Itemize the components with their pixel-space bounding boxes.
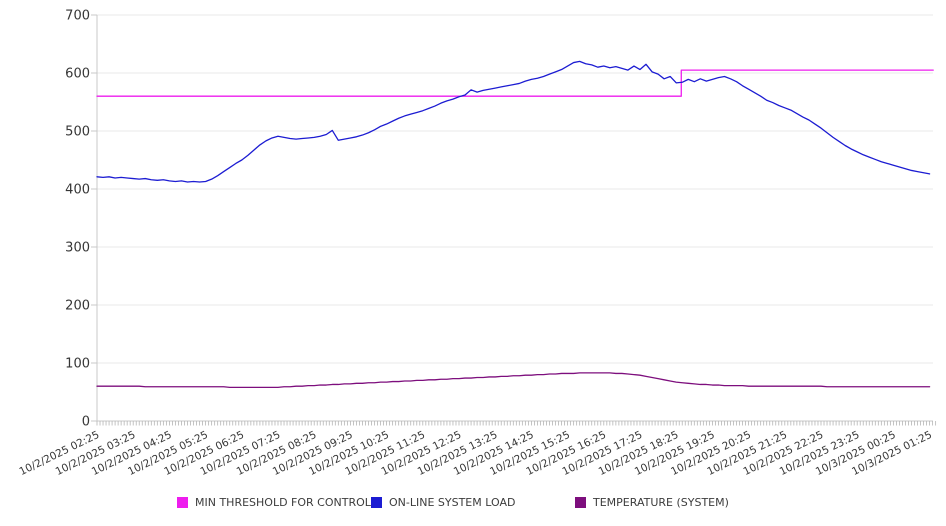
y-tick-label: 100 (65, 357, 90, 372)
legend-label-temperature-system: TEMPERATURE (SYSTEM) (593, 496, 729, 509)
series-line-0 (96, 69, 934, 97)
legend-label-online-system-load: ON-LINE SYSTEM LOAD (389, 496, 516, 509)
y-tick-label: 300 (65, 241, 90, 256)
series-line-1 (96, 60, 931, 183)
legend-swatch-temperature-system (575, 497, 586, 508)
y-tick-label: 200 (65, 299, 90, 314)
y-tick-label: 500 (65, 125, 90, 140)
legend-item-min-threshold[interactable]: MIN THRESHOLD FOR CONTROL (177, 496, 371, 509)
legend-item-temperature-system[interactable]: TEMPERATURE (SYSTEM) (575, 496, 729, 509)
y-tick-label: 600 (65, 67, 90, 82)
series-line-2 (96, 372, 931, 389)
legend-item-online-system-load[interactable]: ON-LINE SYSTEM LOAD (371, 496, 515, 509)
legend-swatch-min-threshold (177, 497, 188, 508)
y-tick-label: 700 (65, 9, 90, 24)
y-tick-label: 0 (82, 415, 90, 430)
legend-label-min-threshold: MIN THRESHOLD FOR CONTROL (195, 496, 371, 509)
y-tick-label: 400 (65, 183, 90, 198)
x-minor-ticks (96, 421, 937, 426)
legend-swatch-online-system-load (371, 497, 382, 508)
